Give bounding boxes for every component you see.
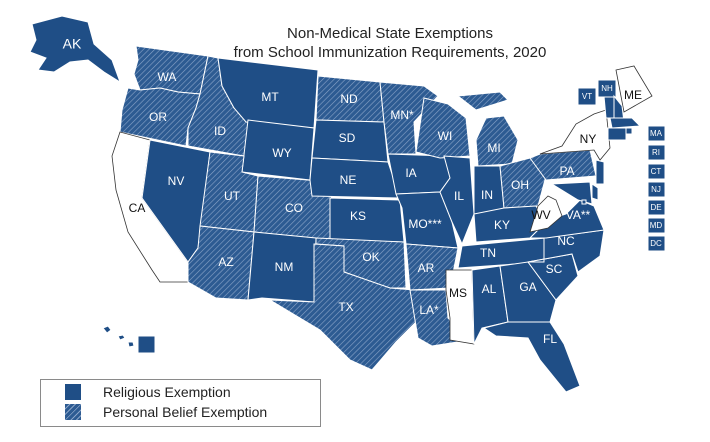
state-label-nj: NJ <box>651 185 661 194</box>
state-label-md: MD <box>650 221 663 230</box>
state-label-ut: UT <box>224 189 241 203</box>
state-label-ct: CT <box>651 167 662 176</box>
state-label-nc: NC <box>557 234 575 248</box>
state-label-il: IL <box>454 189 464 203</box>
state-label-id: ID <box>214 124 226 138</box>
state-label-ma: MA <box>650 129 663 138</box>
state-label-mt: MT <box>261 90 279 104</box>
state-oh <box>499 157 547 209</box>
state-label-wy: WY <box>272 146 291 160</box>
state-fl <box>482 321 581 393</box>
state-label-wa: WA <box>158 70 177 84</box>
state-label-tn: TN <box>480 246 496 260</box>
state-label-oh: OH <box>511 178 529 192</box>
state-mt <box>217 57 319 129</box>
state-ia <box>387 153 451 195</box>
legend: Religious Exemption Personal Belief Exem… <box>40 379 321 427</box>
state-label-az: AZ <box>218 255 233 269</box>
state-label-ms: MS <box>449 286 467 300</box>
state-label-tx: TX <box>338 300 353 314</box>
state-ms <box>445 269 475 345</box>
state-label-ca: CA <box>129 201 146 215</box>
state-me <box>615 65 653 113</box>
state-label-la: LA* <box>419 303 439 317</box>
state-ne <box>309 157 401 199</box>
legend-swatch-religious <box>65 384 81 400</box>
state-label-pa: PA <box>559 164 574 178</box>
state-label-me: ME <box>624 88 642 102</box>
map-title-line2: from School Immunization Requirements, 2… <box>233 44 547 61</box>
state-de <box>591 183 666 216</box>
state-nm <box>247 231 317 303</box>
state-label-ri: RI <box>652 148 660 157</box>
legend-item-personal: Personal Belief Exemption <box>65 404 267 420</box>
state-label-sc: SC <box>546 262 563 276</box>
state-label-ky: KY <box>494 218 510 232</box>
state-label-mi: MI <box>487 141 500 155</box>
state-label-nd: ND <box>340 92 358 106</box>
state-label-ne: NE <box>340 173 357 187</box>
state-nj <box>595 159 666 198</box>
state-label-hi: HI <box>141 323 153 337</box>
state-label-al: AL <box>482 282 497 296</box>
state-wv <box>529 195 563 233</box>
state-pa <box>529 149 597 181</box>
legend-label-religious: Religious Exemption <box>103 384 231 400</box>
state-label-co: CO <box>285 201 303 215</box>
legend-label-personal: Personal Belief Exemption <box>103 404 268 420</box>
state-label-nh: NH <box>601 84 613 93</box>
state-label-nm: NM <box>275 260 294 274</box>
state-label-ny: NY <box>580 132 597 146</box>
state-ct <box>607 127 666 180</box>
state-label-mn: MN* <box>390 108 414 122</box>
state-label-de: DE <box>650 203 661 212</box>
state-ks <box>329 197 405 243</box>
state-label-ar: AR <box>418 261 435 275</box>
state-label-ia: IA <box>405 166 416 180</box>
map-title-line1: Non-Medical State Exemptions <box>287 25 493 42</box>
state-label-ak: AK <box>63 36 82 52</box>
state-label-sd: SD <box>339 131 356 145</box>
state-tx <box>269 243 419 371</box>
state-dc <box>581 199 666 252</box>
state-label-ks: KS <box>350 209 366 223</box>
state-il <box>439 155 475 246</box>
state-label-ga: GA <box>519 280 536 294</box>
state-label-dc: DC <box>650 239 662 248</box>
state-label-vt: VT <box>582 92 592 101</box>
state-nc <box>527 229 605 273</box>
state-label-va: VA** <box>566 208 591 222</box>
state-label-nv: NV <box>168 174 185 188</box>
state-ga <box>499 261 557 323</box>
state-label-fl: FL <box>543 332 557 346</box>
state-label-ok: OK <box>362 250 379 264</box>
state-ak <box>29 15 121 84</box>
state-hi <box>102 325 156 354</box>
state-label-wi: WI <box>438 129 453 143</box>
legend-item-religious: Religious Exemption <box>65 384 231 400</box>
state-md <box>550 181 666 234</box>
state-wi <box>415 97 471 159</box>
state-label-wv: WV <box>531 208 550 222</box>
state-ma <box>609 117 666 142</box>
state-label-or: OR <box>149 110 167 124</box>
state-label-mo: MO*** <box>408 217 442 231</box>
state-label-in: IN <box>481 188 493 202</box>
legend-swatch-personal <box>65 404 81 420</box>
